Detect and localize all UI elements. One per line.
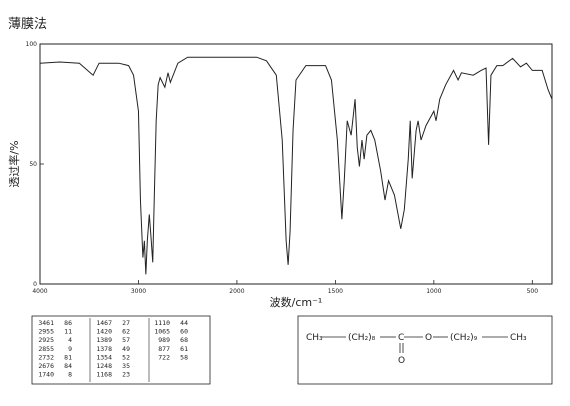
peak-wavenumber: 722 [158,353,170,361]
x-tick-label: 500 [527,288,539,295]
x-tick-label: 4000 [32,288,47,295]
peak-wavenumber: 1354 [96,353,112,361]
peak-wavenumber: 2925 [38,336,54,344]
peak-transmittance: 23 [122,371,130,379]
peak-wavenumber: 1389 [96,336,112,344]
peak-wavenumber: 1110 [154,319,170,327]
peak-transmittance: 81 [64,353,72,361]
formula-group: C [398,333,404,343]
x-tick-label: 2000 [229,288,244,295]
peak-transmittance: 8 [68,371,72,379]
peak-transmittance: 35 [122,362,130,370]
peak-wavenumber: 1740 [38,371,54,379]
x-tick-label: 1500 [328,288,343,295]
peak-transmittance: 62 [122,328,130,336]
peak-wavenumber: 1378 [96,345,112,353]
peak-transmittance: 61 [180,345,188,353]
peak-transmittance: 49 [122,345,130,353]
peak-transmittance: 11 [64,328,72,336]
peak-wavenumber: 1467 [96,319,112,327]
formula-group: CH₃ [510,333,527,343]
formula-group: (CH₂)₈ [348,333,376,343]
peak-transmittance: 52 [122,353,130,361]
peak-transmittance: 68 [180,336,188,344]
peak-transmittance: 84 [64,362,72,370]
formula-group: O [425,333,432,343]
peak-transmittance: 57 [122,336,130,344]
x-tick-label: 1000 [426,288,441,295]
peak-transmittance: 4 [68,336,72,344]
y-tick-label: 100 [26,41,38,48]
peak-wavenumber: 1420 [96,328,112,336]
y-tick-label: 50 [29,161,37,168]
formula-group: CH₃ [306,333,323,343]
peak-table-frame [31,315,211,385]
formula-carbonyl: O [398,356,405,366]
peak-wavenumber: 1065 [154,328,170,336]
peak-wavenumber: 1248 [96,362,112,370]
x-tick-label: 3000 [131,288,146,295]
peak-wavenumber: 1168 [96,371,112,379]
peak-wavenumber: 3461 [38,319,54,327]
chart-title: 薄膜法 [8,17,47,32]
formula-group: (CH₂)₉ [450,333,478,343]
peak-wavenumber: 2676 [38,362,54,370]
y-axis-label: 透过率/% [7,140,21,187]
y-tick-label: 0 [33,281,37,288]
peak-transmittance: 44 [180,319,188,327]
peak-transmittance: 60 [180,328,188,336]
x-axis-label: 波数/cm⁻¹ [270,296,323,309]
peak-transmittance: 58 [180,353,188,361]
peak-transmittance: 9 [68,345,72,353]
peak-wavenumber: 2855 [38,345,54,353]
structure-frame [297,315,553,385]
peak-wavenumber: 989 [158,336,170,344]
spectrum-line [39,56,553,275]
peak-wavenumber: 2955 [38,328,54,336]
peak-wavenumber: 2732 [38,353,54,361]
peak-wavenumber: 877 [158,345,170,353]
peak-transmittance: 86 [64,319,72,327]
peak-transmittance: 27 [122,319,130,327]
